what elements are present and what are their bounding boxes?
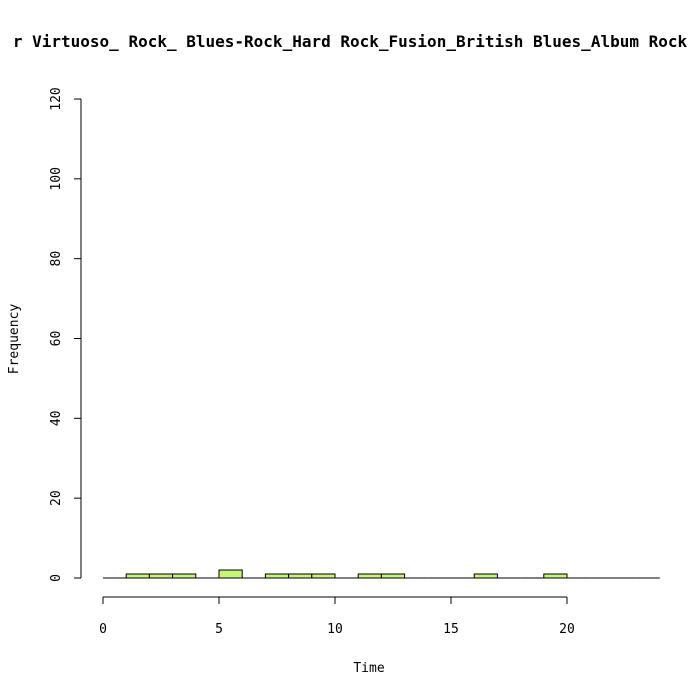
y-tick-label: 120 (49, 87, 64, 110)
histogram-bar (218, 569, 243, 579)
y-axis-label: Frequency (7, 304, 22, 375)
y-tick-label: 80 (49, 251, 64, 267)
histogram-bar (311, 573, 336, 579)
y-axis: 0 20 40 60 80 100 120 (49, 87, 82, 582)
histogram-bar (380, 573, 406, 579)
histogram-bar (543, 573, 568, 579)
histogram-bar (288, 573, 313, 579)
y-tick-label: 40 (49, 411, 64, 427)
x-tick-label: 20 (559, 622, 575, 637)
y-tick-label: 60 (49, 331, 64, 347)
x-tick-label: 0 (99, 622, 107, 637)
y-tick-label: 100 (49, 167, 64, 190)
histogram-bars (103, 569, 660, 579)
x-tick-label: 10 (327, 622, 343, 637)
x-axis: 0 5 10 15 20 (99, 596, 575, 637)
chart-title: r Virtuoso_ Rock_ Blues-Rock_Hard Rock_F… (13, 32, 688, 51)
y-tick-label: 20 (49, 490, 64, 506)
histogram-bar (473, 573, 498, 579)
x-axis-label: Time (353, 661, 384, 676)
y-tick-label: 0 (49, 574, 64, 582)
x-tick-label: 15 (443, 622, 459, 637)
histogram-bar (125, 573, 150, 579)
histogram-bar (172, 573, 197, 579)
histogram-bar (148, 573, 174, 579)
x-tick-label: 5 (215, 622, 223, 637)
histogram-bar (357, 573, 382, 579)
histogram-bar (264, 573, 290, 579)
